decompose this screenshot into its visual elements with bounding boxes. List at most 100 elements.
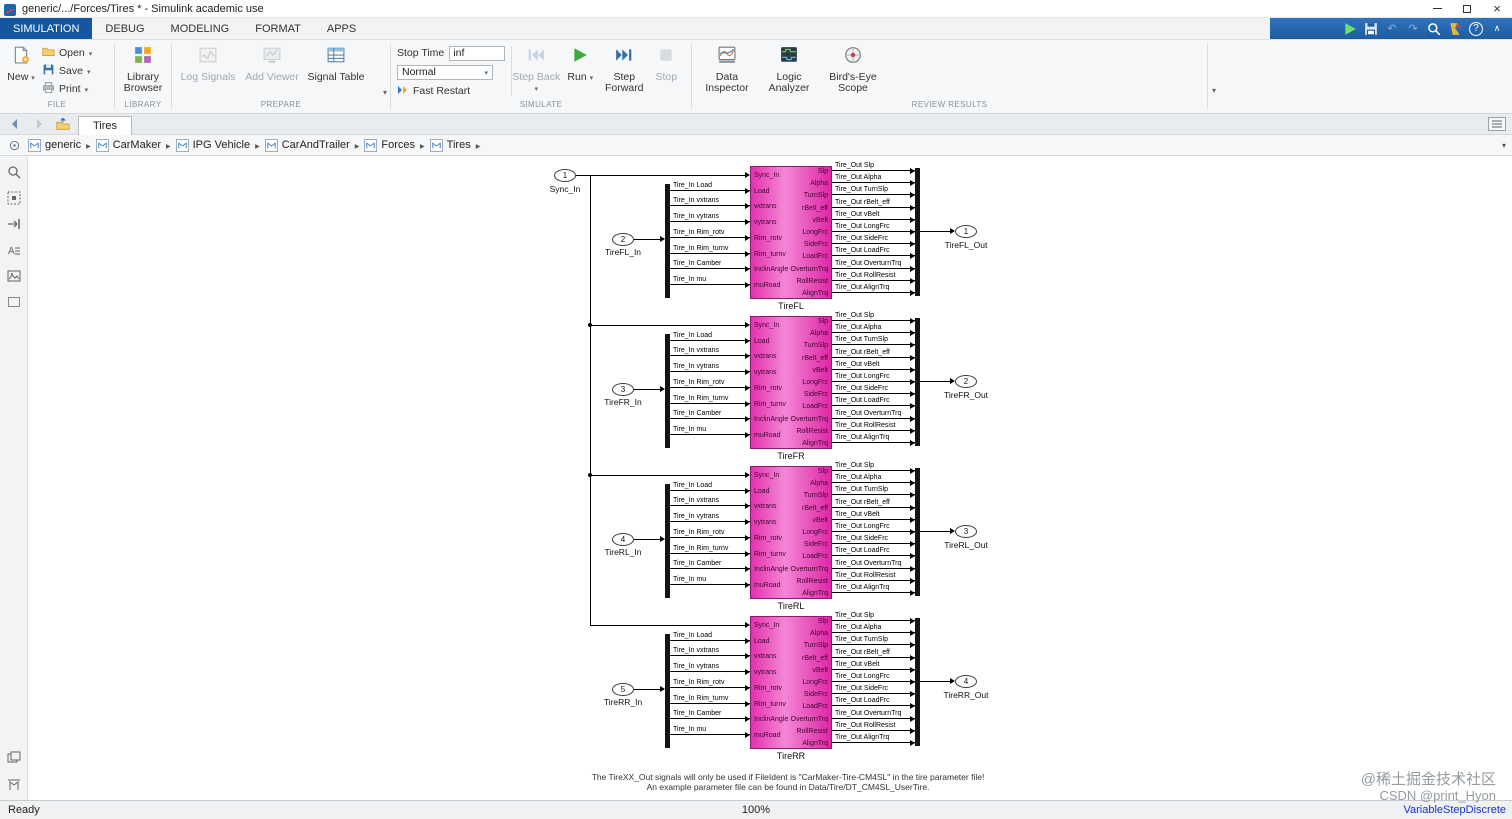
breadcrumb-separator-icon[interactable] [420,139,425,151]
breadcrumb-item-carandtrailer[interactable]: CarAndTrailer [264,138,350,152]
bus-out-signal-label: Tire_Out rBelt_eff [832,198,915,208]
breadcrumb-separator-icon[interactable] [86,139,91,151]
birds-eye-scope-button[interactable]: Bird's-Eye Scope [820,42,886,100]
outport[interactable]: 1 [955,224,977,238]
breadcrumb-item-generic[interactable]: generic [28,138,81,152]
tab-list-button[interactable] [1488,117,1506,131]
inport[interactable]: 5 [612,682,634,696]
inport-sync[interactable]: 1 [554,169,576,182]
data-inspector-button[interactable]: Data Inspector [696,42,758,100]
tab-format[interactable]: FORMAT [255,22,301,35]
inport[interactable]: 2 [612,232,634,246]
fast-restart-toggle[interactable]: Fast Restart [397,84,470,99]
solver-name[interactable]: VariableStepDiscrete [1403,804,1506,816]
close-button[interactable] [1482,0,1512,17]
tire-subsystem-block-tirerr[interactable]: Sync_In Load vxtrans vytrans Rim_rotv Rim_tur… [750,616,832,749]
log-signals-button[interactable]: Log Signals [176,42,240,100]
step-back-button[interactable]: Step Back [512,42,560,100]
signal-table-button[interactable]: Signal Table [304,42,368,100]
bus-out-signal-label: Tire_Out SideFrc [832,684,915,695]
tire-subsystem-block-tirefl[interactable]: Sync_In Load vxtrans vytrans Rim_rotv Rim_tur… [750,166,832,299]
tire-subsystem-block-tirerl[interactable]: Sync_In Load vxtrans vytrans Rim_rotv Rim_tur… [750,466,832,599]
inport[interactable]: 3 [612,382,634,396]
bus-selector-in[interactable] [665,184,670,298]
stop-time-input[interactable] [449,45,506,61]
block-input-label: vytrans [754,219,777,227]
outport[interactable]: 4 [955,674,977,688]
help-icon[interactable] [1469,22,1483,36]
print-button[interactable]: Print [38,80,96,97]
wire-arrow [910,740,915,746]
quick-run-icon[interactable] [1343,22,1357,36]
undo-icon[interactable] [1385,22,1399,36]
bus-selector-in[interactable] [665,484,670,598]
bus-selector-in[interactable] [665,634,670,748]
bus-creator-out[interactable] [915,618,920,746]
tab-debug[interactable]: DEBUG [105,22,145,35]
bus-selector-in[interactable] [665,334,670,448]
toolstrip-overflow-icon[interactable] [1212,86,1216,95]
save-button[interactable]: Save [38,62,96,79]
run-button[interactable]: Run [560,42,600,100]
prepare-overflow-icon[interactable] [383,88,387,97]
breadcrumb-separator-icon[interactable] [166,139,171,151]
zoom-tool-icon[interactable] [6,164,22,180]
quick-save-icon[interactable] [1364,22,1378,36]
simulink-app-icon [4,3,16,16]
maximize-button[interactable] [1452,0,1482,17]
print-button-label: Print [59,82,81,95]
quick-search-icon[interactable] [1427,22,1441,36]
block-output-label: OverturnTrq [790,565,828,573]
breadcrumb-item-carmaker[interactable]: CarMaker [95,138,161,152]
navigate-up-button[interactable] [54,116,72,132]
breadcrumb-item-tires[interactable]: Tires [429,138,471,152]
breadcrumb-item-forces[interactable]: Forces [364,138,415,152]
outport[interactable]: 3 [955,524,977,538]
simulation-mode-select[interactable]: Normal [397,64,493,80]
viewmarks-icon[interactable] [6,750,22,766]
titlebar: generic/.../Forces/Tires * - Simulink ac… [0,0,1512,18]
image-tool-icon[interactable] [6,268,22,284]
breadcrumb-dropdown-icon[interactable] [1502,141,1506,150]
fit-to-view-icon[interactable] [6,190,22,206]
wire-arrow [910,229,915,235]
bus-wire [920,530,950,532]
breadcrumb-separator-icon[interactable] [355,139,360,151]
step-forward-button[interactable]: Step Forward [600,42,648,100]
area-tool-icon[interactable] [6,294,22,310]
redo-icon[interactable] [1406,22,1420,36]
wire-arrow [910,342,915,349]
tire-subsystem-block-tirefr[interactable]: Sync_In Load vxtrans vytrans Rim_rotv Rim_tur… [750,316,832,449]
quick-highlight-icon[interactable] [1448,22,1462,36]
breadcrumb-separator-icon[interactable] [255,139,260,151]
wire-arrow [910,216,915,223]
minimize-button[interactable] [1422,0,1452,17]
signal-routing-icon[interactable] [6,216,22,232]
tab-apps[interactable]: APPS [326,22,357,35]
outport[interactable]: 2 [955,374,977,388]
tab-modeling[interactable]: MODELING [170,22,230,35]
navigate-forward-button[interactable] [30,116,48,132]
model-canvas[interactable]: 1 Sync_In 2 TireFL_In Tire_In Load Tire_In vx… [28,156,1512,800]
zoom-pan-icon[interactable] [6,776,22,792]
add-viewer-button[interactable]: Add Viewer [240,42,304,100]
collapse-ribbon-icon[interactable] [1490,22,1504,36]
bus-creator-out[interactable] [915,318,920,446]
logic-analyzer-button[interactable]: Logic Analyzer [758,42,820,100]
print-dropdown-icon [85,83,89,95]
breadcrumb-item-ipg-vehicle[interactable]: IPG Vehicle [175,138,250,152]
library-browser-button[interactable]: Library Browser [119,42,167,100]
open-button[interactable]: Open [38,44,96,61]
annotation-tool-icon[interactable]: A [6,242,22,258]
bus-creator-out[interactable] [915,168,920,296]
document-tab-tires[interactable]: Tires [78,115,133,135]
stop-button[interactable]: Stop [648,42,684,100]
navigate-back-button[interactable] [6,116,24,132]
tab-simulation[interactable]: SIMULATION [0,18,93,39]
inport[interactable]: 4 [612,532,634,546]
bus-out-signal-label: Tire_Out LongFrc [832,522,915,532]
breadcrumb-separator-icon[interactable] [476,139,481,151]
bus-creator-out[interactable] [915,468,920,596]
model-browser-toggle[interactable] [6,137,22,153]
new-button[interactable]: New [4,42,38,100]
